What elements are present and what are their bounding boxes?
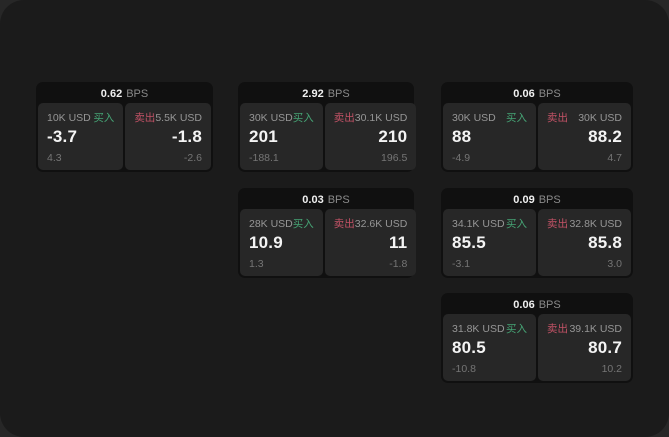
bps-spread-value: 0.03 <box>302 193 324 206</box>
sell-quote-button[interactable]: 卖出 5.5K USD -1.8 -2.6 <box>125 103 211 170</box>
sell-amount-label: 32.8K USD <box>569 218 622 230</box>
sell-price-value: 11 <box>388 233 408 252</box>
bps-spread-value: 2.92 <box>302 87 324 100</box>
quote-card: 0.03 BPS 28K USD 买入 10.9 1.3 卖出 32.6K US… <box>238 188 417 278</box>
sell-price-value: 80.7 <box>588 338 622 357</box>
buy-quote-button[interactable]: 30K USD 买入 201 -188.1 <box>240 103 323 170</box>
buy-amount-label: 10K USD <box>47 112 91 124</box>
buy-quote-button[interactable]: 34.1K USD 买入 85.5 -3.1 <box>443 209 536 276</box>
buy-side-label: 买入 <box>93 112 115 124</box>
sell-quote-button[interactable]: 卖出 39.1K USD 80.7 10.2 <box>538 314 631 381</box>
sell-delta-value: -2.6 <box>183 152 202 164</box>
sell-delta-value: 196.5 <box>381 152 408 164</box>
quote-card-body: 31.8K USD 买入 80.5 -10.8 卖出 39.1K USD 80.… <box>443 314 631 381</box>
buy-side-label: 买入 <box>506 323 527 335</box>
buy-delta-value: -188.1 <box>249 152 279 164</box>
quote-card-body: 30K USD 买入 201 -188.1 卖出 30.1K USD 210 1… <box>240 103 417 170</box>
quote-card-body: 10K USD 买入 -3.7 4.3 卖出 5.5K USD -1.8 -2.… <box>38 103 211 170</box>
quote-card: 0.06 BPS 30K USD 买入 88 -4.9 卖出 30K USD 8… <box>441 82 633 172</box>
sell-price-value: 88.2 <box>588 127 622 146</box>
buy-delta-value: 1.3 <box>249 258 264 270</box>
bps-spread-value: 0.06 <box>513 87 535 100</box>
buy-amount-label: 30K USD <box>452 112 496 124</box>
buy-price-value: 88 <box>452 127 472 146</box>
bps-unit-label: BPS <box>126 87 149 100</box>
buy-quote-button[interactable]: 10K USD 买入 -3.7 4.3 <box>38 103 124 170</box>
buy-quote-button[interactable]: 30K USD 买入 88 -4.9 <box>443 103 536 170</box>
bps-spread-value: 0.09 <box>513 193 535 206</box>
sell-quote-button[interactable]: 卖出 30K USD 88.2 4.7 <box>538 103 631 170</box>
buy-amount-label: 34.1K USD <box>452 218 505 230</box>
sell-side-label: 卖出 <box>333 218 355 230</box>
buy-price-value: 10.9 <box>249 233 283 252</box>
sell-side-label: 卖出 <box>547 323 568 335</box>
bps-unit-label: BPS <box>538 193 561 206</box>
quote-card: 2.92 BPS 30K USD 买入 201 -188.1 卖出 30.1K … <box>238 82 417 172</box>
buy-side-label: 买入 <box>506 218 527 230</box>
sell-amount-label: 30K USD <box>578 112 622 124</box>
buy-price-value: 80.5 <box>452 338 486 357</box>
sell-amount-label: 5.5K USD <box>155 112 202 124</box>
sell-side-label: 卖出 <box>547 218 568 230</box>
quote-card: 0.62 BPS 10K USD 买入 -3.7 4.3 卖出 5.5K USD… <box>36 82 213 172</box>
buy-delta-value: -4.9 <box>452 152 471 164</box>
buy-amount-label: 31.8K USD <box>452 323 505 335</box>
bps-spread-value: 0.62 <box>100 87 123 100</box>
bps-unit-label: BPS <box>538 298 561 311</box>
buy-amount-label: 30K USD <box>249 112 293 124</box>
quote-card-body: 28K USD 买入 10.9 1.3 卖出 32.6K USD 11 -1.8 <box>240 209 417 276</box>
buy-quote-button[interactable]: 31.8K USD 买入 80.5 -10.8 <box>443 314 536 381</box>
sell-side-label: 卖出 <box>547 112 568 124</box>
buy-price-value: -3.7 <box>47 127 78 146</box>
quote-card-header: 0.06 BPS <box>443 295 631 314</box>
buy-delta-value: -10.8 <box>452 363 476 375</box>
quote-card-header: 0.06 BPS <box>443 84 631 103</box>
sell-price-value: -1.8 <box>171 127 202 146</box>
quote-card: 0.06 BPS 31.8K USD 买入 80.5 -10.8 卖出 39.1… <box>441 293 633 383</box>
sell-amount-label: 30.1K USD <box>354 112 408 124</box>
sell-delta-value: 4.7 <box>607 152 622 164</box>
sell-side-label: 卖出 <box>134 112 156 124</box>
sell-side-label: 卖出 <box>333 112 355 124</box>
buy-side-label: 买入 <box>506 112 527 124</box>
sell-delta-value: -1.8 <box>389 258 408 270</box>
sell-delta-value: 3.0 <box>607 258 622 270</box>
quote-card-header: 0.09 BPS <box>443 190 631 209</box>
sell-quote-button[interactable]: 卖出 32.6K USD 11 -1.8 <box>324 209 417 276</box>
bps-unit-label: BPS <box>538 87 561 100</box>
quote-card-body: 30K USD 买入 88 -4.9 卖出 30K USD 88.2 4.7 <box>443 103 631 170</box>
sell-amount-label: 39.1K USD <box>569 323 622 335</box>
quote-card-header: 2.92 BPS <box>240 84 412 103</box>
buy-delta-value: -3.1 <box>452 258 471 270</box>
buy-side-label: 买入 <box>292 112 314 124</box>
sell-quote-button[interactable]: 卖出 32.8K USD 85.8 3.0 <box>538 209 631 276</box>
bps-unit-label: BPS <box>327 87 350 100</box>
sell-delta-value: 10.2 <box>601 363 622 375</box>
sell-price-value: 210 <box>378 127 408 146</box>
bps-spread-value: 0.06 <box>513 298 535 311</box>
buy-price-value: 201 <box>249 127 278 146</box>
buy-delta-value: 4.3 <box>47 152 62 164</box>
sell-amount-label: 32.6K USD <box>354 218 408 230</box>
buy-side-label: 买入 <box>292 218 314 230</box>
bps-unit-label: BPS <box>327 193 350 206</box>
quote-card: 0.09 BPS 34.1K USD 买入 85.5 -3.1 卖出 32.8K… <box>441 188 633 278</box>
quote-card-body: 34.1K USD 买入 85.5 -3.1 卖出 32.8K USD 85.8… <box>443 209 631 276</box>
buy-quote-button[interactable]: 28K USD 买入 10.9 1.3 <box>240 209 323 276</box>
sell-price-value: 85.8 <box>588 233 622 252</box>
sell-quote-button[interactable]: 卖出 30.1K USD 210 196.5 <box>324 103 417 170</box>
buy-price-value: 85.5 <box>452 233 486 252</box>
quote-card-header: 0.03 BPS <box>240 190 412 209</box>
quote-card-header: 0.62 BPS <box>38 84 211 103</box>
buy-amount-label: 28K USD <box>249 218 293 230</box>
